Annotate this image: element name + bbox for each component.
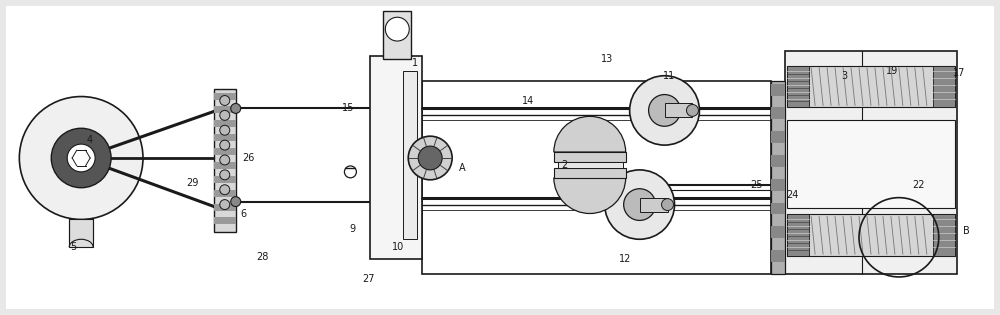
Bar — [665, 104, 692, 117]
Circle shape — [605, 170, 675, 239]
Bar — [787, 66, 809, 107]
Bar — [370, 56, 422, 259]
Text: 25: 25 — [750, 180, 763, 190]
Circle shape — [630, 76, 699, 145]
Bar — [214, 93, 236, 100]
Text: 19: 19 — [886, 66, 898, 76]
Circle shape — [418, 146, 442, 170]
Bar — [771, 131, 785, 143]
Text: 2: 2 — [562, 160, 568, 170]
Text: 22: 22 — [913, 180, 925, 190]
Circle shape — [231, 197, 241, 207]
Circle shape — [220, 95, 230, 106]
Circle shape — [51, 128, 111, 188]
Bar — [771, 179, 785, 191]
Text: 3: 3 — [841, 71, 847, 81]
Text: 5: 5 — [70, 242, 76, 252]
Circle shape — [220, 111, 230, 120]
Text: 9: 9 — [349, 224, 355, 234]
Text: 12: 12 — [618, 254, 631, 264]
Text: 6: 6 — [241, 209, 247, 220]
Bar — [787, 66, 955, 107]
Bar — [403, 71, 417, 239]
Bar — [214, 203, 236, 210]
Text: A: A — [459, 163, 465, 173]
Text: 26: 26 — [243, 153, 255, 163]
Circle shape — [67, 144, 95, 172]
Circle shape — [686, 105, 698, 116]
Bar — [383, 11, 411, 59]
Text: 28: 28 — [256, 252, 269, 262]
Bar — [771, 203, 785, 215]
Bar — [214, 176, 236, 183]
Bar — [214, 106, 236, 113]
Text: 4: 4 — [86, 135, 92, 145]
Bar — [787, 120, 955, 208]
Bar — [771, 84, 785, 95]
Text: 15: 15 — [342, 103, 355, 113]
Bar — [214, 217, 236, 224]
Text: 11: 11 — [663, 71, 676, 81]
Bar — [214, 134, 236, 141]
Bar — [771, 107, 785, 119]
Circle shape — [220, 200, 230, 209]
Bar — [214, 89, 236, 232]
Bar — [933, 215, 955, 256]
Bar — [214, 148, 236, 155]
Bar — [933, 66, 955, 107]
Text: 29: 29 — [187, 178, 199, 188]
Text: 13: 13 — [601, 54, 613, 64]
Text: 14: 14 — [522, 95, 534, 106]
Circle shape — [662, 199, 674, 210]
Circle shape — [220, 140, 230, 150]
Bar — [787, 215, 955, 256]
Bar — [787, 215, 809, 256]
Bar — [69, 220, 93, 247]
Text: 24: 24 — [786, 190, 798, 200]
Text: 1: 1 — [412, 58, 418, 68]
Text: 27: 27 — [362, 274, 375, 284]
Circle shape — [231, 104, 241, 113]
Circle shape — [624, 189, 656, 220]
Bar — [422, 81, 771, 274]
Bar — [640, 198, 668, 211]
Bar — [214, 190, 236, 197]
Text: 10: 10 — [392, 242, 404, 252]
Wedge shape — [554, 178, 626, 214]
Bar — [554, 152, 626, 162]
Bar — [771, 81, 785, 274]
Circle shape — [649, 94, 680, 126]
Bar — [771, 155, 785, 167]
Bar — [554, 168, 626, 178]
Bar — [771, 250, 785, 262]
Bar — [771, 226, 785, 238]
Circle shape — [220, 170, 230, 180]
Bar — [214, 120, 236, 127]
Wedge shape — [554, 116, 626, 152]
Bar — [558, 162, 623, 168]
Text: 17: 17 — [953, 68, 965, 78]
Bar — [785, 51, 957, 274]
Bar — [214, 162, 236, 169]
Circle shape — [220, 185, 230, 195]
Circle shape — [385, 17, 409, 41]
Circle shape — [19, 96, 143, 220]
Circle shape — [220, 125, 230, 135]
Circle shape — [220, 155, 230, 165]
Text: B: B — [963, 226, 970, 236]
Circle shape — [408, 136, 452, 180]
